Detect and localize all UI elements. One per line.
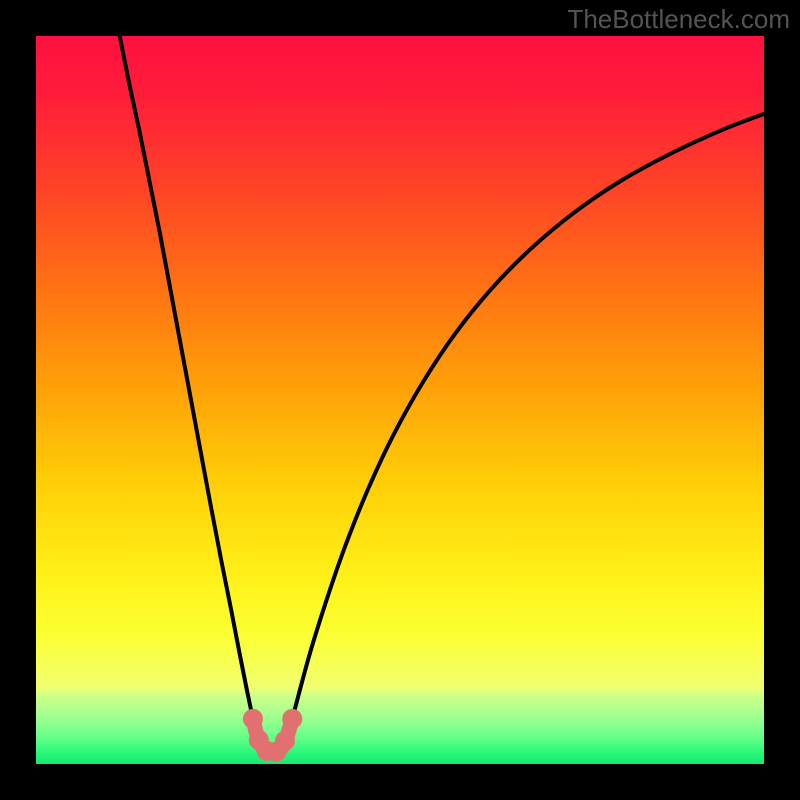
plot-area [36, 36, 764, 764]
dip-dot [282, 709, 302, 729]
dip-dot [243, 709, 263, 729]
gradient-background [36, 36, 764, 764]
watermark-text: TheBottleneck.com [567, 4, 790, 35]
chart-svg [36, 36, 764, 764]
dip-dot [275, 731, 295, 751]
